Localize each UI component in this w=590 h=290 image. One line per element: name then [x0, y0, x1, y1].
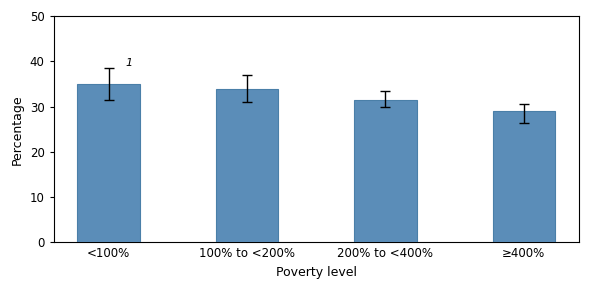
- Bar: [77, 84, 140, 242]
- Bar: [216, 88, 278, 242]
- Bar: [493, 111, 555, 242]
- Text: 1: 1: [125, 58, 132, 68]
- Bar: [355, 100, 417, 242]
- X-axis label: Poverty level: Poverty level: [276, 266, 357, 279]
- Y-axis label: Percentage: Percentage: [11, 94, 24, 165]
